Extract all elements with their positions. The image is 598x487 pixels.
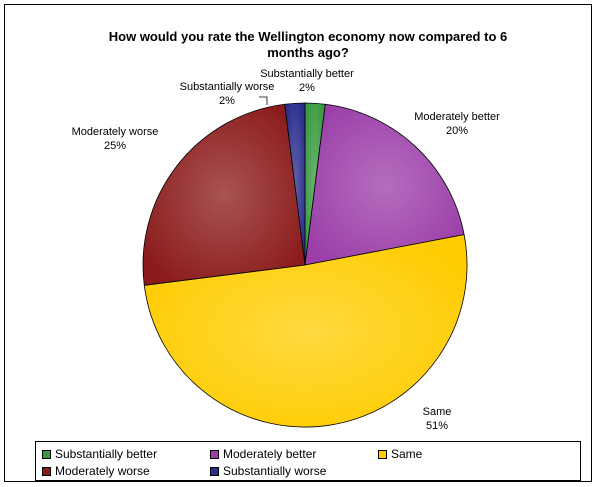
pie-slices [142,102,468,428]
chart-title-line-1: How would you rate the Wellington econom… [108,29,508,44]
legend-swatch-moderately-better [210,449,219,459]
chart-title: How would you rate the Wellington econom… [75,29,541,61]
slice-label-moderately-better: Moderately better [414,111,500,123]
pie-slice-substantially-worse [284,102,306,266]
legend-item-substantially-better: Substantially better [42,447,157,461]
pie-slice-same [143,234,468,428]
legend: Substantially better Moderately better Sam… [35,441,581,481]
legend-item-moderately-better: Moderately better [210,447,316,461]
pie-chart: Substantially better 2% Moderately better 2… [72,68,501,432]
legend-item-same: Same [378,447,422,461]
slice-value-substantially-better: 2% [299,82,315,94]
slice-label-moderately-worse: Moderately worse [72,126,159,138]
slice-label-substantially-better: Substantially better [260,68,354,80]
leader-lines [259,96,268,105]
leader-line-substantially-worse [259,96,268,105]
chart-frame: How would you rate the Wellington econom… [4,4,592,482]
legend-label-same: Same [391,447,423,461]
pie-slice-moderately-better [304,103,465,266]
legend-label-moderately-worse: Moderately worse [55,464,150,478]
legend-swatch-substantially-better [42,449,51,459]
slice-label-substantially-worse: Substantially worse [180,81,275,93]
legend-swatch-same [378,449,387,459]
slice-labels: Substantially better 2% Moderately better 2… [72,68,501,432]
chart-title-line-2: months ago? [267,45,349,60]
legend-label-substantially-better: Substantially better [55,447,158,461]
legend-swatch-substantially-worse [210,466,219,476]
legend-item-moderately-worse: Moderately worse [42,464,150,478]
legend-label-substantially-worse: Substantially worse [223,464,327,478]
legend-swatch-moderately-worse [42,466,51,476]
pie-slice-moderately-worse [142,103,306,286]
slice-value-moderately-worse: 25% [104,140,126,152]
legend-label-moderately-better: Moderately better [223,447,317,461]
slice-value-moderately-better: 20% [446,125,468,137]
slice-value-substantially-worse: 2% [219,95,235,107]
slice-label-same: Same [423,406,452,418]
legend-item-substantially-worse: Substantially worse [210,464,326,478]
slice-value-same: 51% [426,420,448,432]
